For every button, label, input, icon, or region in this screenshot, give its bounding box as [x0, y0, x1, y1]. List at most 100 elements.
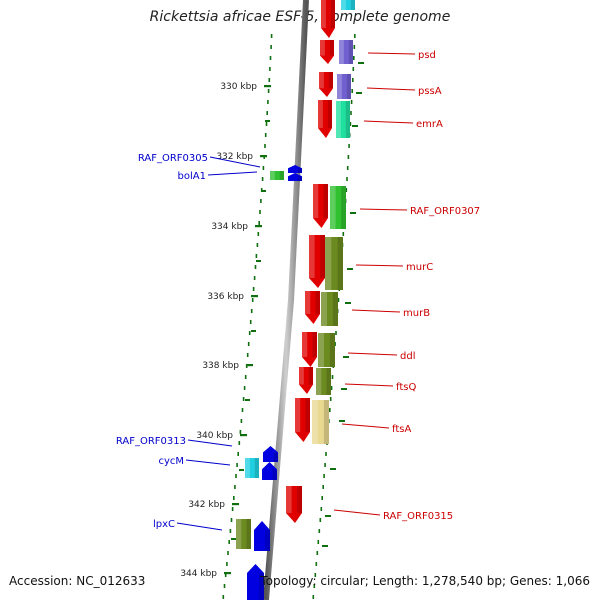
ring-dot	[318, 529, 321, 533]
ring-dot	[259, 210, 261, 214]
ring-dot	[337, 298, 340, 302]
ring-dot	[228, 540, 230, 544]
red-gene-arrow	[295, 398, 310, 442]
ring-dot	[346, 166, 349, 170]
ruler-label: 342 kbp	[188, 500, 225, 510]
ring-dot	[353, 45, 356, 49]
cog-block	[318, 333, 335, 367]
cog-block	[245, 458, 259, 478]
cog-block-shine	[245, 458, 250, 478]
connector-bola1	[207, 171, 258, 176]
blue-gene-arrow-body	[247, 564, 264, 600]
cog-block-shade	[279, 171, 284, 180]
gene-label-raf-orf0315: RAF_ORF0315	[383, 511, 453, 522]
cog-block-body	[341, 0, 355, 10]
ruler-tick-minor	[245, 399, 250, 401]
ring-dot	[324, 463, 326, 467]
red-gene-arrow-body	[319, 72, 333, 97]
ring-dot	[353, 56, 355, 60]
ring-dot	[267, 100, 269, 104]
connector-raf-orf0313	[187, 439, 233, 447]
red-gene-arrow-body	[309, 235, 325, 288]
blue-gene-arrow-shade	[258, 573, 264, 600]
cog-block-body	[236, 519, 251, 549]
ruler-tick	[232, 503, 239, 506]
ring-dot	[235, 474, 237, 478]
cog-block-body	[270, 171, 284, 180]
ring-dot	[254, 265, 257, 269]
red-gene-arrow-shade	[323, 184, 328, 218]
gene-labels: psd pssA emrA RAF_ORF0307 murC murB ddl ftsQ fts…	[116, 50, 480, 530]
ring-dot	[329, 408, 331, 412]
cog-block	[236, 519, 251, 549]
feature-tick	[350, 212, 356, 214]
feature-tick	[322, 545, 328, 547]
red-gene-arrow-shade	[305, 398, 310, 432]
cog-block-shade	[332, 292, 338, 326]
ring-dot	[350, 111, 352, 115]
cog-block-body	[330, 186, 346, 229]
blue-gene-arrow-shade	[272, 469, 277, 480]
red-gene-arrow-shade	[329, 40, 334, 56]
cog-block-shade	[346, 74, 351, 99]
red-gene-arrow-shine	[295, 398, 301, 432]
ring-dot	[347, 155, 350, 159]
feature-tick	[345, 302, 351, 304]
ring-dot	[248, 331, 251, 335]
ruler-tick-minor	[261, 190, 266, 192]
connector-raf-orf0305	[209, 156, 261, 168]
ruler-tick-minor	[265, 120, 270, 122]
ring-dot	[269, 56, 272, 60]
feature-tick	[358, 62, 364, 64]
cog-block	[341, 0, 355, 10]
red-gene-arrow	[318, 100, 332, 138]
cog-block	[330, 186, 346, 229]
red-gene-arrow	[305, 291, 320, 324]
blue-gene-arrow-body	[288, 165, 302, 173]
ruler-label: 334 kbp	[211, 222, 248, 232]
red-gene-arrow-shade	[327, 100, 332, 128]
ring-dot	[244, 375, 247, 379]
ring-dot	[234, 485, 236, 489]
ruler-label: 340 kbp	[196, 431, 233, 441]
blue-gene-arrow-body	[288, 173, 302, 181]
ring-dot	[312, 595, 315, 599]
ruler-tick-minor	[251, 330, 256, 332]
cog-block-shine	[330, 186, 336, 229]
cog-block-body	[245, 458, 259, 478]
ring-dot	[342, 232, 345, 236]
ring-dot	[352, 78, 354, 82]
cog-block	[336, 101, 350, 138]
feature-tick	[343, 356, 349, 358]
ring-dot	[222, 595, 225, 599]
ring-dot	[325, 452, 327, 456]
ring-dot	[320, 507, 323, 511]
red-gene-arrow	[321, 0, 335, 38]
ruler-ticks: 330 kbp 332 kbp 334 kbp 336 kbp 338 kbp 340 k…	[180, 62, 364, 579]
ruler-tick	[260, 155, 267, 158]
red-gene-arrow	[286, 486, 302, 523]
gene-label-lpxc: lpxC	[153, 519, 175, 530]
cog-block-body	[337, 74, 351, 99]
ring-dot	[223, 584, 226, 588]
ring-dot	[331, 375, 334, 379]
ring-dot	[239, 430, 242, 434]
cog-block-shade	[329, 333, 335, 367]
ring-dot	[252, 287, 255, 291]
gene-label-emra: emrA	[416, 119, 443, 130]
ruler-tick	[240, 434, 247, 437]
connector-murb	[351, 309, 401, 313]
red-gene-arrow	[320, 40, 334, 64]
connector-ftsq	[344, 383, 394, 387]
ring-dot	[230, 518, 233, 522]
gene-label-ftsa: ftsA	[392, 424, 411, 435]
ring-dot	[345, 188, 348, 192]
ring-dot	[313, 584, 316, 588]
blue-gene-arrow	[288, 165, 302, 173]
connector-raf-orf0307	[359, 208, 408, 211]
ring-dot	[264, 133, 267, 137]
cog-block-shade	[348, 40, 353, 64]
gene-features	[236, 0, 355, 600]
cog-block-shade	[323, 400, 329, 444]
red-gene-arrow-shine	[313, 184, 319, 218]
